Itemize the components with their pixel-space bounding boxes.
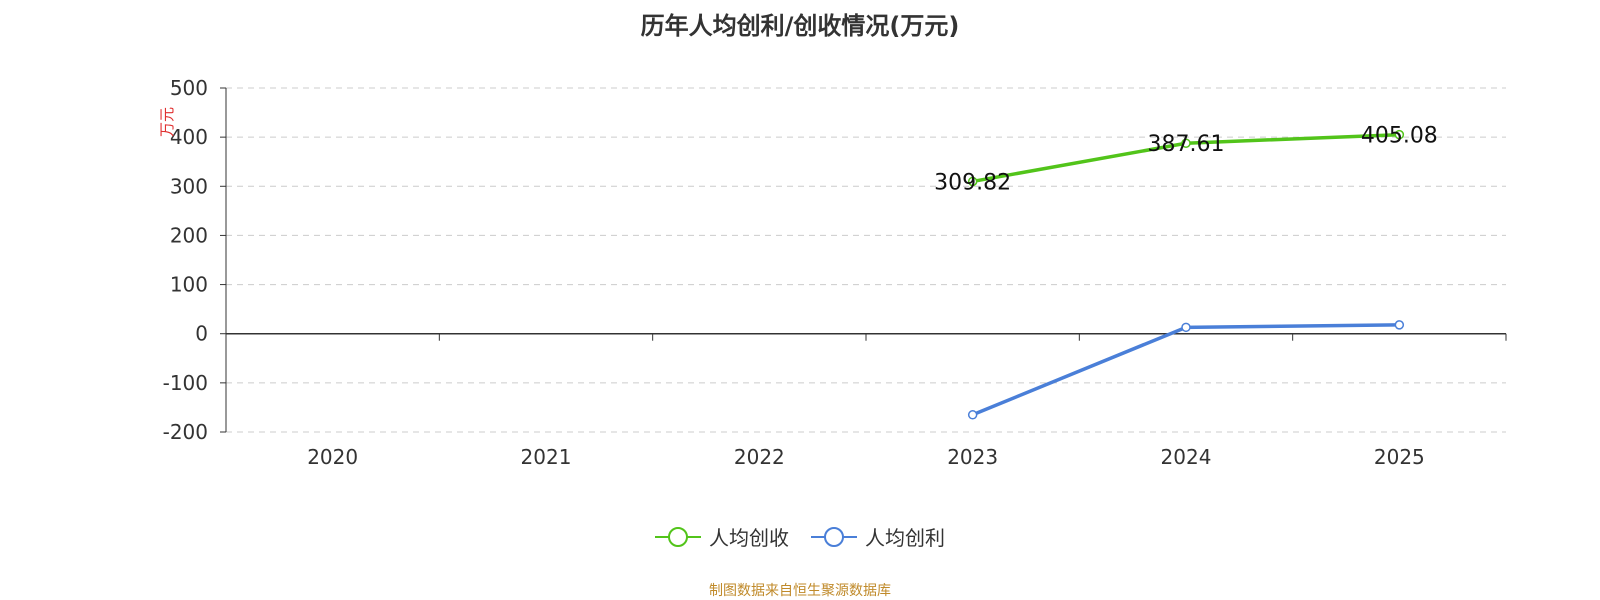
- y-axis-label: 万元: [158, 107, 176, 137]
- y-tick-label: 300: [170, 174, 208, 198]
- x-tick-label: 2024: [1161, 445, 1212, 469]
- series-line: [972, 323, 1400, 417]
- x-tick-label: 2021: [521, 445, 572, 469]
- data-source-note: 制图数据来自恒生聚源数据库: [709, 583, 891, 599]
- x-tick-label: 2020: [307, 445, 358, 469]
- x-tick-label: 2022: [734, 445, 785, 469]
- data-point: [967, 176, 978, 187]
- legend-label: 人均创利: [865, 526, 945, 550]
- y-tick-label: 200: [170, 223, 208, 247]
- data-label: 405.08: [1361, 124, 1438, 149]
- series: [967, 129, 1405, 420]
- legend-item-revenue[interactable]: 人均创收: [655, 522, 789, 551]
- data-labels: 309.82 387.61 405.08: [934, 124, 1438, 196]
- x-tick-label: 2025: [1374, 445, 1425, 469]
- legend-line-circle-icon: [655, 526, 701, 547]
- y-tick-label: -200: [163, 420, 208, 444]
- y-tick-label: 0: [195, 322, 208, 346]
- data-point: [1394, 129, 1405, 140]
- data-label: 387.61: [1148, 132, 1225, 157]
- legend-line-circle-icon: [811, 526, 857, 547]
- axes: 500 400 300 200 100 0 -100 -200 2020 2021 2022 2023…: [163, 76, 1507, 469]
- y-tick-label: 500: [170, 76, 208, 100]
- data-point: [1181, 138, 1191, 148]
- grid-lines: [226, 87, 1506, 433]
- chart-title: 历年人均创利/创收情况(万元): [640, 12, 960, 40]
- data-point: [1181, 322, 1191, 333]
- x-tick-label: 2023: [947, 445, 998, 469]
- y-tick-label: 400: [170, 125, 208, 149]
- legend: 人均创收 人均创利: [0, 522, 1600, 551]
- data-point: [1394, 320, 1405, 330]
- y-tick-label: 100: [170, 273, 208, 297]
- legend-item-profit[interactable]: 人均创利: [811, 522, 945, 551]
- y-tick-label: -100: [163, 371, 208, 395]
- data-point: [967, 410, 978, 420]
- legend-label: 人均创收: [709, 526, 789, 550]
- data-label: 309.82: [934, 170, 1011, 195]
- chart-plot: 500 400 300 200 100 0 -100 -200 2020 2021 2022 2023…: [158, 76, 1507, 469]
